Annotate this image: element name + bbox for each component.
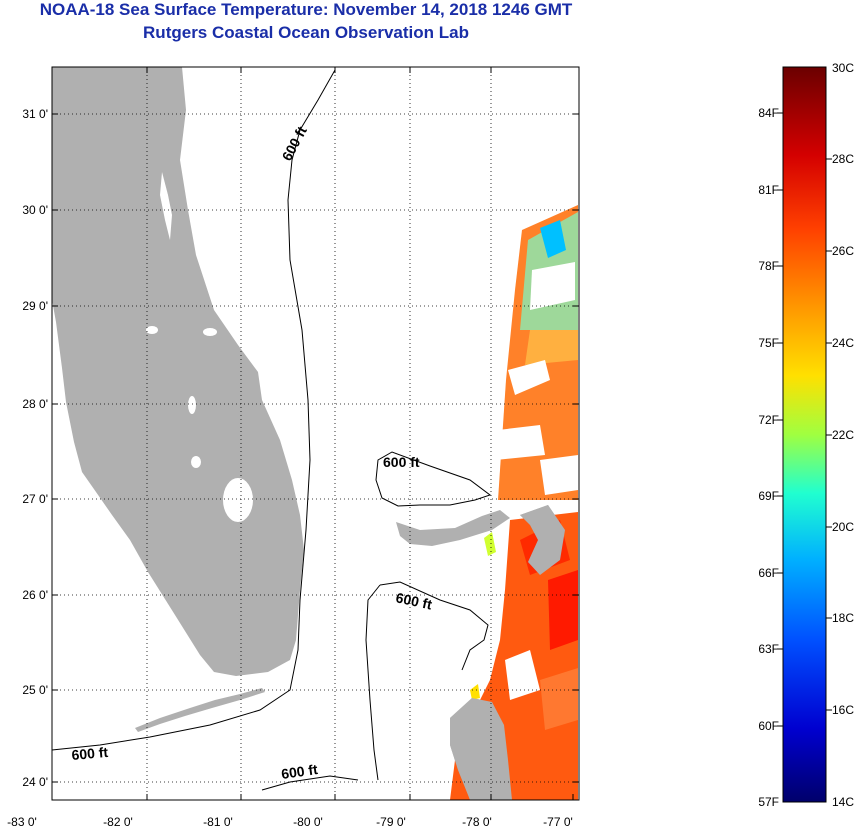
y-tick-label: 28 0' (22, 397, 48, 411)
colorbar-gradient (782, 66, 827, 803)
contour-label: 600 ft (71, 744, 109, 763)
y-tick-label: 30 0' (22, 203, 48, 217)
x-tick-label: -77 0' (543, 815, 573, 829)
y-tick-label: 24 0' (22, 775, 48, 789)
contour-label: 600 ft (383, 454, 420, 470)
depth-contour-600ft-bottom (261, 775, 359, 791)
colorbar-celsius-label: 26C (832, 244, 854, 258)
colorbar-fahrenheit-label: 69F (758, 489, 779, 503)
map-frame (51, 66, 580, 801)
colorbar-celsius-label: 28C (832, 152, 854, 166)
y-tick-label: 29 0' (22, 299, 48, 313)
colorbar-celsius-label: 16C (832, 703, 854, 717)
lake (146, 326, 158, 334)
depth-contour-600ft-bahamas (375, 451, 492, 507)
map-title: NOAA-18 Sea Surface Temperature: Novembe… (39, 0, 573, 19)
lake-okeechobee (223, 478, 253, 522)
colorbar-fahrenheit-label: 72F (758, 413, 779, 427)
axis-ticks (52, 67, 579, 800)
temperature-colorbar: 30C 28C 26C 24C 22C 20C 18C 16C 14C 84F … (758, 61, 854, 809)
lake (203, 328, 217, 336)
x-tick-label: -81 0' (203, 815, 233, 829)
lake (191, 456, 201, 468)
x-tick-label: -83 0' (7, 815, 37, 829)
colorbar-fahrenheit-label: 57F (758, 795, 779, 809)
x-tick-label: -82 0' (103, 815, 133, 829)
colorbar-fahrenheit-label: 60F (758, 719, 779, 733)
colorbar-fahrenheit-label: 78F (758, 259, 779, 273)
colorbar-celsius-label: 22C (832, 428, 854, 442)
river (160, 172, 172, 240)
colorbar-fahrenheit-label: 63F (758, 642, 779, 656)
colorbar-celsius-label: 20C (832, 520, 854, 534)
colorbar-fahrenheit-label: 84F (758, 106, 779, 120)
y-axis-labels: 31 0' 30 0' 29 0' 28 0' 27 0' 26 0' 25 0… (22, 107, 48, 789)
x-tick-label: -78 0' (462, 815, 492, 829)
y-tick-label: 27 0' (22, 492, 48, 506)
colorbar-celsius-label: 30C (832, 61, 854, 75)
y-tick-label: 26 0' (22, 588, 48, 602)
colorbar-fahrenheit-label: 81F (758, 183, 779, 197)
x-tick-label: -79 0' (376, 815, 406, 829)
contour-label: 600 ft (280, 761, 319, 782)
x-axis-labels: -83 0' -82 0' -81 0' -80 0' -79 0' -78 0… (7, 815, 573, 829)
depth-contour-600ft-florida (52, 69, 336, 751)
florida-keys (135, 688, 265, 732)
colorbar-fahrenheit-label: 75F (758, 336, 779, 350)
contour-label: 600 ft (394, 589, 433, 612)
depth-contour-600ft-south (365, 581, 489, 781)
colorbar-fahrenheit-label: 66F (758, 566, 779, 580)
x-tick-label: -80 0' (293, 815, 323, 829)
lake (188, 396, 196, 414)
y-tick-label: 31 0' (22, 107, 48, 121)
colorbar-celsius-label: 24C (832, 336, 854, 350)
map-subtitle: Rutgers Coastal Ocean Observation Lab (143, 23, 469, 42)
colorbar-celsius-label: 14C (832, 795, 854, 809)
colorbar-celsius-label: 18C (832, 611, 854, 625)
y-tick-label: 25 0' (22, 683, 48, 697)
grand-bahama (396, 510, 510, 546)
